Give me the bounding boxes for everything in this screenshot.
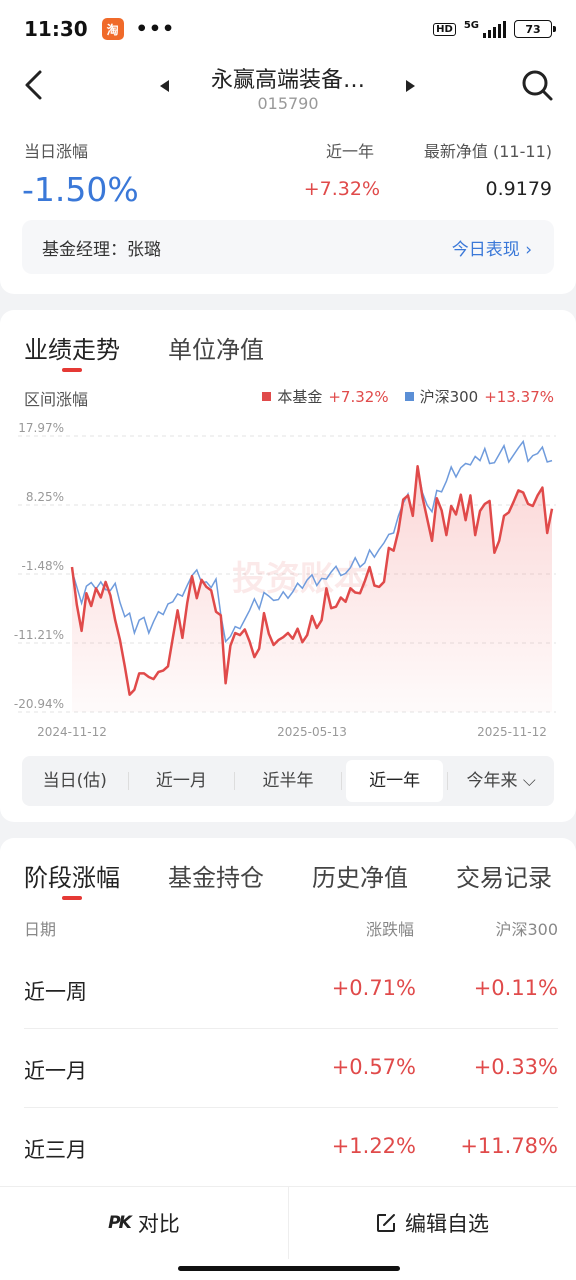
tab-fund-holdings[interactable]: 基金持仓: [168, 864, 264, 892]
fund-code: 015790: [257, 94, 319, 113]
period-option[interactable]: 今年来 ⌵: [466, 771, 536, 791]
interval-change-label: 区间涨幅: [24, 390, 89, 409]
x-tick-label: 2025-11-12: [477, 725, 547, 739]
period-option[interactable]: 近一年: [345, 760, 444, 802]
table-row: 近一月 +0.57% +0.33%: [24, 1029, 558, 1108]
series-line-csi300: [71, 439, 553, 644]
signal-icon: 5G: [464, 20, 506, 38]
row-fund-change: +0.57%: [331, 1055, 416, 1079]
row-index-change: +11.78%: [460, 1134, 558, 1158]
status-time: 11:30: [24, 17, 88, 41]
hd-icon: HD: [433, 22, 456, 36]
row-period: 近三月: [24, 1138, 87, 1162]
edit-watchlist-label: 编辑自选: [405, 1212, 489, 1236]
row-index-change: +0.33%: [473, 1055, 558, 1079]
search-icon[interactable]: [520, 68, 554, 102]
performance-line-chart[interactable]: 17.97% 8.25% -1.48% -11.21% -20.94% 2024-11-…: [0, 420, 576, 740]
period-divider: [127, 772, 129, 790]
network-type: 5G: [463, 20, 479, 31]
watermark-text: 投资账本: [232, 559, 368, 599]
tab-unit-nav[interactable]: 单位净值: [168, 336, 264, 364]
bottom-action-bar: PK 对比 编辑自选: [0, 1186, 576, 1280]
tab-history-nav[interactable]: 历史净值: [312, 864, 408, 892]
previous-fund-icon[interactable]: [160, 80, 169, 92]
legend-index-name: 沪深300: [419, 388, 479, 406]
tab-trade-records[interactable]: 交易记录: [456, 864, 552, 892]
tab-stage-returns[interactable]: 阶段涨幅: [24, 864, 120, 892]
fund-title: 永赢高端装备…: [210, 68, 365, 93]
battery-icon: 73: [514, 20, 556, 38]
y-tick-label: 17.97%: [18, 421, 64, 435]
col-header-change: 涨跌幅: [365, 920, 414, 939]
compare-label: 对比: [137, 1212, 180, 1236]
legend-swatch-index: [404, 392, 414, 401]
period-divider: [340, 772, 342, 790]
row-period: 近一周: [24, 980, 87, 1004]
col-header-csi300: 沪深300: [495, 920, 558, 939]
home-indicator[interactable]: [178, 1266, 400, 1271]
status-icons: HD 5G 73: [433, 20, 556, 38]
compare-button[interactable]: PK 对比: [0, 1187, 288, 1259]
day-change-label: 当日涨幅: [24, 142, 89, 161]
x-tick-label: 2024-11-12: [37, 725, 107, 739]
nav-value: 0.9179: [485, 178, 552, 200]
legend-index-value: +13.37%: [484, 387, 554, 406]
back-arrow-icon[interactable]: [18, 68, 50, 102]
tab-performance-trend[interactable]: 业绩走势: [24, 336, 120, 364]
fund-header: 永赢高端装备… 015790: [0, 58, 576, 126]
period-option[interactable]: 近一月: [155, 771, 207, 791]
performance-chart-card: 业绩走势 单位净值 区间涨幅 本基金 +7.32% 沪深300 +13.37% …: [0, 310, 576, 822]
table-row: 近一周 +0.71% +0.11%: [24, 950, 558, 1029]
fund-summary-card: 当日涨幅 近一年 最新净值 (11-11) -1.50% +7.32% 0.91…: [0, 126, 576, 294]
active-tab-indicator: [62, 368, 82, 372]
x-tick-label: 2025-05-13: [277, 725, 347, 739]
row-period: 近一月: [24, 1059, 87, 1083]
period-option[interactable]: 近半年: [262, 771, 314, 791]
y-tick-label: -1.48%: [22, 559, 64, 573]
more-notifications-icon: •••: [135, 18, 176, 40]
chart-legend: 本基金 +7.32% 沪深300 +13.37%: [262, 386, 554, 407]
period-option[interactable]: 当日(估): [42, 771, 107, 791]
today-performance-link[interactable]: 今日表现 ›: [451, 240, 532, 260]
nav-label: 最新净值 (11-11): [423, 142, 552, 161]
year-change-label: 近一年: [326, 142, 375, 161]
legend-fund-name: 本基金: [277, 388, 323, 406]
period-selector: 当日(估) 近一月 近半年 近一年 今年来 ⌵: [22, 756, 554, 806]
edit-watchlist-button[interactable]: 编辑自选: [288, 1187, 576, 1259]
y-tick-label: -11.21%: [14, 628, 64, 642]
next-fund-icon[interactable]: [406, 80, 415, 92]
row-fund-change: +0.71%: [331, 976, 416, 1000]
year-change-value: +7.32%: [303, 178, 380, 200]
pk-icon: PK: [108, 1213, 132, 1233]
day-change-value: -1.50%: [22, 170, 139, 209]
bottom-divider: [288, 1187, 289, 1259]
y-tick-label: 8.25%: [26, 490, 64, 504]
fund-manager-row[interactable]: 基金经理：张璐 今日表现 ›: [22, 220, 554, 274]
legend-fund-value: +7.32%: [328, 387, 389, 406]
table-row: 近三月 +1.22% +11.78%: [24, 1108, 558, 1187]
col-header-date: 日期: [24, 920, 57, 939]
fund-manager-label: 基金经理：张璐: [42, 240, 161, 260]
taobao-app-icon: 淘: [101, 18, 124, 40]
edit-icon: [377, 1214, 395, 1232]
status-bar: 11:30 淘 ••• HD 5G 73: [0, 0, 576, 58]
legend-swatch-fund: [262, 392, 272, 401]
fund-area-fill: [72, 466, 552, 712]
row-index-change: +0.11%: [473, 976, 558, 1000]
section-tab-indicator: [62, 896, 82, 900]
y-tick-label: -20.94%: [14, 697, 64, 711]
row-fund-change: +1.22%: [331, 1134, 416, 1158]
period-divider: [447, 772, 449, 790]
period-divider: [234, 772, 236, 790]
series-line-fund: [70, 465, 554, 696]
